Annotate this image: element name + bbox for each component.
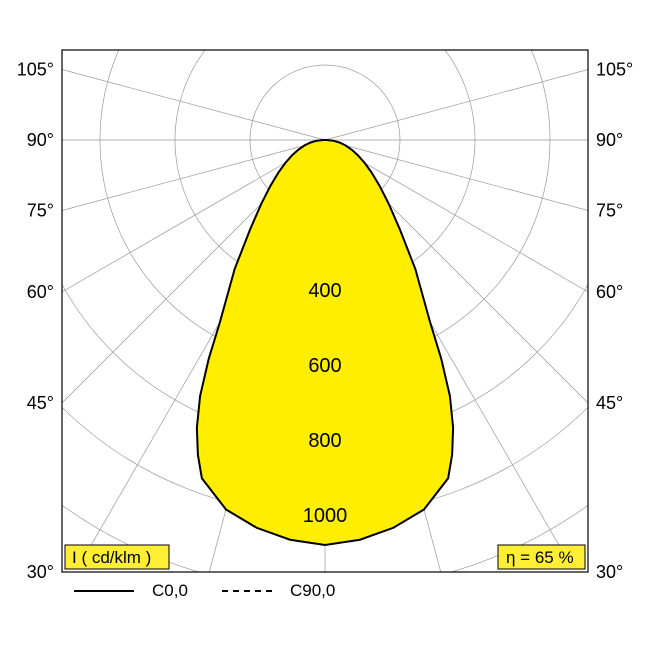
radial-label: 800 — [308, 430, 341, 452]
angle-label-right: 105° — [596, 60, 633, 80]
angle-label-left: 105° — [17, 60, 54, 80]
angle-label-left: 60° — [27, 282, 54, 302]
legend-c0-label: C0,0 — [152, 581, 188, 600]
legend-c90-label: C90,0 — [290, 581, 335, 600]
angle-label-left: 45° — [27, 393, 54, 413]
radial-label: 1000 — [303, 505, 348, 527]
angle-label-right: 45° — [596, 393, 623, 413]
angle-label-right: 75° — [596, 200, 623, 220]
radial-label: 400 — [308, 280, 341, 302]
unit-label: I ( cd/klm ) — [72, 548, 151, 567]
light-distribution-curve — [197, 140, 453, 545]
angle-label-left: 75° — [27, 200, 54, 220]
angle-label-right: 30° — [596, 562, 623, 582]
efficiency-label: η = 65 % — [506, 548, 574, 567]
angle-label-right: 90° — [596, 130, 623, 150]
polar-chart: 400 600 800 1000 105° 105° 90° 90° 75° 75° 60° 60° 4… — [0, 0, 650, 650]
angle-label-right: 60° — [596, 282, 623, 302]
angle-label-left: 30° — [27, 562, 54, 582]
angle-label-left: 90° — [27, 130, 54, 150]
radial-label: 600 — [308, 355, 341, 377]
